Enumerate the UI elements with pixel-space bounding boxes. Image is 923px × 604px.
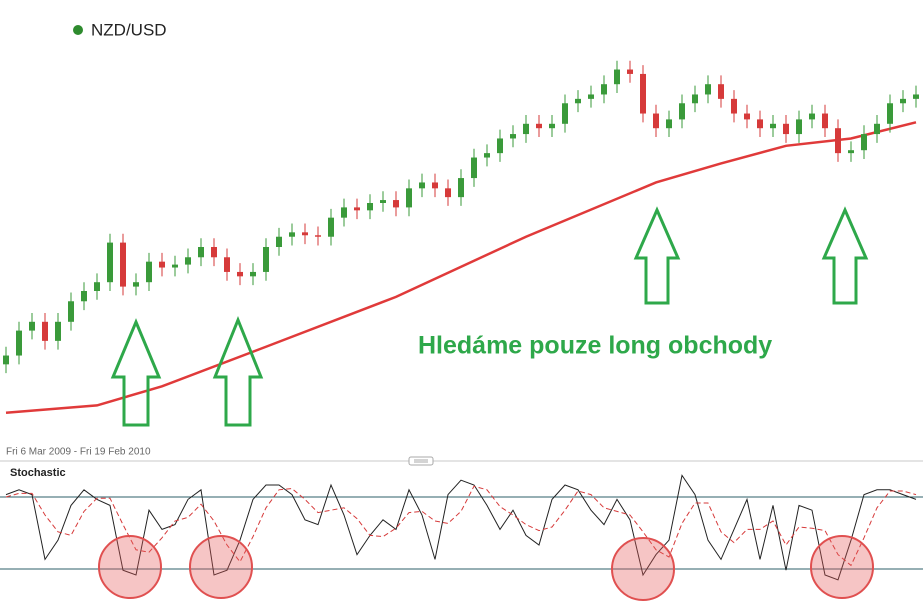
candle-body [185,257,191,265]
candle-body [341,207,347,218]
candle-body [705,84,711,95]
candle-body [263,247,269,272]
candle-body [900,98,906,104]
candle-body [302,232,308,236]
candle-body [536,123,542,129]
up-arrow [110,318,162,427]
candle-body [887,103,893,124]
legend-marker [73,25,83,35]
candle-body [445,188,451,198]
candle-body [354,207,360,211]
candle-body [393,200,399,208]
candle-body [809,113,815,120]
candle-body [380,200,386,203]
candle-body [81,291,87,302]
arrows [110,206,869,427]
candle-body [315,235,321,237]
stochastic-line [5,485,917,567]
up-arrow [821,206,869,305]
resize-handle[interactable] [408,456,434,466]
decorations [0,456,923,466]
candle-body [822,113,828,129]
candle-body [250,271,256,277]
candle-body [783,123,789,135]
candle-body [835,128,841,154]
candle-body [523,123,529,135]
candle-body [146,261,152,283]
candle-body [419,182,425,189]
candle-body [601,84,607,95]
moving-average [5,121,917,414]
candle-body [497,138,503,154]
date-range: Fri 6 Mar 2009 - Fri 19 Feb 2010 [6,447,151,458]
candle-body [757,119,763,129]
plot: NZD/USD [0,20,923,581]
legend-label: NZD/USD [91,20,167,39]
candle-body [159,261,165,268]
candle-body [289,232,295,237]
highlight-circle [98,535,162,599]
candle-body [484,153,490,158]
candle-body [562,103,568,124]
candle-body [3,355,9,365]
candle-body [796,119,802,135]
candle-body [471,157,477,179]
candle-body [640,73,646,114]
highlight-circle [611,537,675,601]
candle-body [861,134,867,151]
candle-body [575,98,581,104]
candle-body [367,203,373,211]
candle-body [848,150,854,154]
highlight-circle [189,535,253,599]
up-arrow [212,315,264,427]
candle-body [211,247,217,258]
candle-body [55,321,61,341]
highlights [98,535,874,601]
candle-body [653,113,659,129]
candle-body [29,321,35,331]
candle-body [224,257,230,272]
candle-body [679,103,685,120]
up-arrow [633,206,681,305]
candle-body [432,182,438,189]
candle-body [406,188,412,208]
candle-body [588,94,594,99]
panel-title: Stochastic [10,467,66,479]
candle-body [276,236,282,247]
candle-body [120,242,126,287]
candle-body [510,134,516,139]
candle-body [614,69,620,85]
highlight-circle [810,535,874,599]
candle-body [692,94,698,104]
candle-body [198,247,204,258]
candle-body [666,119,672,129]
candle-body [770,123,776,129]
candle-body [731,98,737,114]
candle-body [133,282,139,287]
candle-body [42,321,48,341]
annotation: Hledáme pouze long obchody [418,332,772,360]
candle-body [744,113,750,120]
candle-body [94,282,100,291]
stochastic-line [5,474,917,581]
candle-body [107,242,113,283]
candle-body [627,69,633,74]
candle-body [913,94,919,99]
candle-body [68,301,74,322]
candle-body [549,123,555,129]
candle-body [458,178,464,198]
candle-body [874,123,880,135]
candle-body [237,271,243,277]
candle-body [16,330,22,356]
candle-body [328,217,334,237]
candle-body [718,84,724,99]
candle-body [172,264,178,268]
